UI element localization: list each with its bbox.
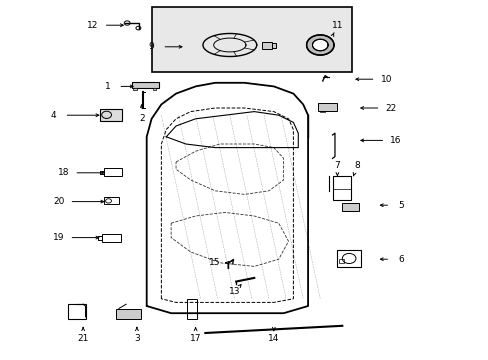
Text: 14: 14 (267, 334, 279, 343)
Bar (102, 234, 121, 242)
Bar (68, 304, 85, 319)
Bar (104, 197, 119, 204)
Text: 21: 21 (77, 334, 89, 343)
Text: 6: 6 (397, 255, 403, 264)
Text: 7: 7 (334, 161, 340, 170)
Circle shape (312, 39, 327, 51)
Text: 19: 19 (53, 233, 64, 242)
Text: 11: 11 (331, 21, 343, 30)
Text: 12: 12 (87, 21, 99, 30)
Bar (152, 88, 156, 90)
Bar (100, 109, 122, 121)
Text: 17: 17 (189, 334, 201, 343)
Bar (317, 103, 337, 111)
Bar (133, 88, 137, 90)
Circle shape (306, 35, 333, 55)
Bar (187, 299, 197, 319)
Bar (332, 176, 350, 200)
Text: 8: 8 (353, 161, 359, 170)
Bar (339, 259, 344, 263)
Text: 9: 9 (148, 42, 154, 51)
Text: 22: 22 (385, 104, 396, 112)
Text: 5: 5 (397, 201, 403, 210)
Text: 20: 20 (53, 197, 64, 206)
Bar (116, 309, 141, 319)
Text: 1: 1 (104, 82, 110, 91)
Bar (132, 82, 159, 88)
Bar (320, 111, 325, 112)
Bar (261, 42, 272, 49)
Bar (104, 168, 122, 176)
Bar (337, 250, 360, 267)
Text: 13: 13 (228, 287, 240, 296)
Text: 15: 15 (209, 258, 221, 267)
Bar (272, 43, 276, 48)
Text: 2: 2 (139, 114, 144, 123)
Bar (342, 203, 359, 211)
Bar (151, 7, 351, 72)
Text: 16: 16 (389, 136, 401, 145)
Text: 3: 3 (134, 334, 140, 343)
Text: 18: 18 (58, 168, 69, 177)
Text: 4: 4 (51, 111, 57, 120)
Text: 10: 10 (380, 75, 391, 84)
